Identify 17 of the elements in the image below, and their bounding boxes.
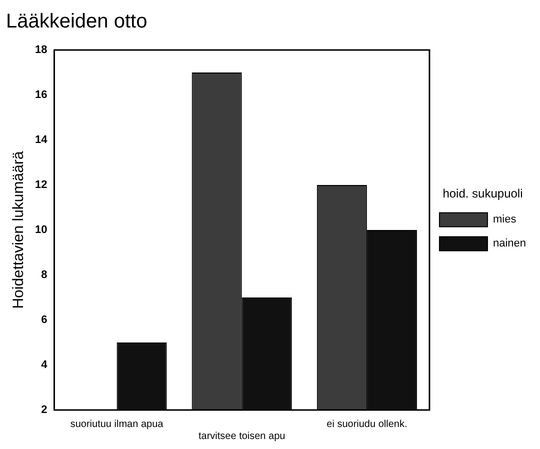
y-tick-label: 6 (41, 314, 48, 326)
legend-label: mies (492, 214, 517, 226)
legend-label: nainen (492, 238, 526, 250)
y-tick-label: 2 (41, 404, 48, 416)
x-tick-label: ei suoriudu ollenk. (326, 418, 408, 430)
y-tick-label: 18 (34, 44, 48, 56)
y-tick-label: 4 (41, 359, 48, 372)
y-axis-title: Hoidettavien lukumäärä (10, 150, 28, 309)
y-tick-label: 10 (34, 224, 48, 236)
x-tick-label: tarvitsee toisen apu (198, 430, 286, 442)
y-tick-label: 14 (34, 134, 48, 146)
y-tick-label: 8 (41, 269, 48, 282)
y-tick-label: 12 (34, 179, 48, 192)
x-tick-label: suoriutuu ilman apua (70, 418, 164, 430)
chart-title: Lääkkeiden otto (6, 10, 148, 33)
legend-title: hoid. sukupuoli (442, 186, 523, 201)
y-tick-label: 16 (34, 89, 48, 102)
